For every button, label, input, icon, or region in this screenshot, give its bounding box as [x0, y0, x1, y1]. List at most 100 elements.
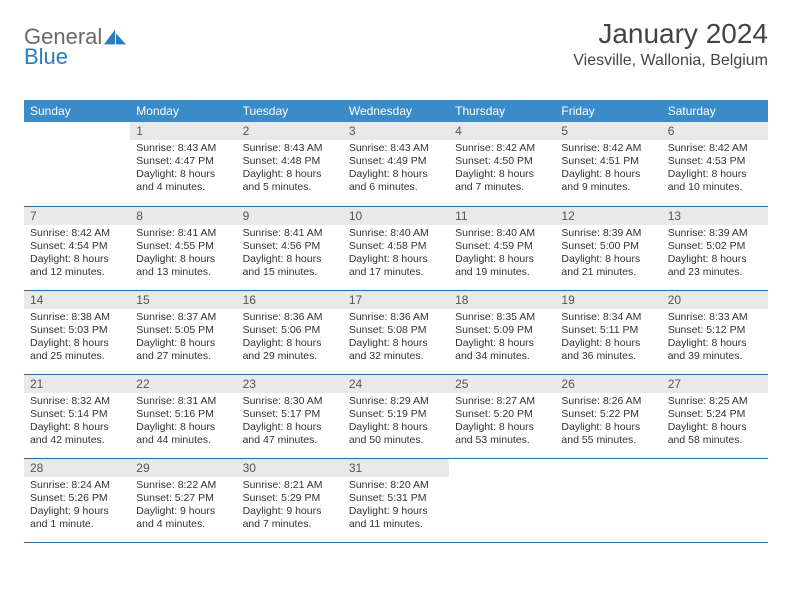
sunrise-text: Sunrise: 8:41 AM: [243, 227, 337, 240]
calendar-week-row: 14Sunrise: 8:38 AMSunset: 5:03 PMDayligh…: [24, 290, 768, 374]
sunset-text: Sunset: 5:00 PM: [561, 240, 655, 253]
day-number: 17: [343, 291, 449, 309]
day-number: 10: [343, 207, 449, 225]
calendar-day-cell: 5 Sunrise: 8:42 AMSunset: 4:51 PMDaylight…: [555, 122, 661, 206]
day-details: Sunrise: 8:42 AMSunset: 4:54 PMDaylight:…: [24, 225, 130, 284]
daylight-text: Daylight: 8 hours: [349, 168, 443, 181]
sunrise-text: Sunrise: 8:43 AM: [243, 142, 337, 155]
daylight-text: and 50 minutes.: [349, 434, 443, 447]
day-number: [662, 459, 768, 477]
calendar-day-cell: 17Sunrise: 8:36 AMSunset: 5:08 PMDayligh…: [343, 290, 449, 374]
sunrise-text: Sunrise: 8:43 AM: [136, 142, 230, 155]
month-title: January 2024: [573, 18, 768, 50]
sunrise-text: Sunrise: 8:42 AM: [455, 142, 549, 155]
day-number: 16: [237, 291, 343, 309]
weekday-header: Monday: [130, 100, 236, 122]
weekday-header: Wednesday: [343, 100, 449, 122]
day-details: Sunrise: 8:40 AMSunset: 4:58 PMDaylight:…: [343, 225, 449, 284]
day-number: [449, 459, 555, 477]
daylight-text: and 42 minutes.: [30, 434, 124, 447]
calendar-day-cell: 12Sunrise: 8:39 AMSunset: 5:00 PMDayligh…: [555, 206, 661, 290]
day-details: Sunrise: 8:43 AMSunset: 4:49 PMDaylight:…: [343, 140, 449, 199]
sunrise-text: Sunrise: 8:37 AM: [136, 311, 230, 324]
calendar-day-cell: 8Sunrise: 8:41 AMSunset: 4:55 PMDaylight…: [130, 206, 236, 290]
day-number: 11: [449, 207, 555, 225]
daylight-text: and 11 minutes.: [349, 518, 443, 531]
sunrise-text: Sunrise: 8:42 AM: [561, 142, 655, 155]
calendar-day-cell: 19Sunrise: 8:34 AMSunset: 5:11 PMDayligh…: [555, 290, 661, 374]
daylight-text: Daylight: 8 hours: [243, 337, 337, 350]
calendar-day-cell: 29Sunrise: 8:22 AMSunset: 5:27 PMDayligh…: [130, 458, 236, 542]
day-details: Sunrise: 8:36 AMSunset: 5:08 PMDaylight:…: [343, 309, 449, 368]
sunset-text: Sunset: 5:09 PM: [455, 324, 549, 337]
calendar-day-cell: 11Sunrise: 8:40 AMSunset: 4:59 PMDayligh…: [449, 206, 555, 290]
calendar-day-cell: 21Sunrise: 8:32 AMSunset: 5:14 PMDayligh…: [24, 374, 130, 458]
day-details: Sunrise: 8:21 AMSunset: 5:29 PMDaylight:…: [237, 477, 343, 536]
daylight-text: Daylight: 9 hours: [136, 505, 230, 518]
calendar-day-cell: 30Sunrise: 8:21 AMSunset: 5:29 PMDayligh…: [237, 458, 343, 542]
sunset-text: Sunset: 5:19 PM: [349, 408, 443, 421]
sunrise-text: Sunrise: 8:43 AM: [349, 142, 443, 155]
day-details: Sunrise: 8:32 AMSunset: 5:14 PMDaylight:…: [24, 393, 130, 452]
weekday-header: Thursday: [449, 100, 555, 122]
daylight-text: and 10 minutes.: [668, 181, 762, 194]
day-details: Sunrise: 8:26 AMSunset: 5:22 PMDaylight:…: [555, 393, 661, 452]
daylight-text: Daylight: 8 hours: [136, 421, 230, 434]
sunset-text: Sunset: 4:51 PM: [561, 155, 655, 168]
day-details: Sunrise: 8:24 AMSunset: 5:26 PMDaylight:…: [24, 477, 130, 536]
daylight-text: and 39 minutes.: [668, 350, 762, 363]
day-number: 5: [555, 122, 661, 140]
calendar-day-cell: 22Sunrise: 8:31 AMSunset: 5:16 PMDayligh…: [130, 374, 236, 458]
daylight-text: Daylight: 8 hours: [668, 337, 762, 350]
sunrise-text: Sunrise: 8:33 AM: [668, 311, 762, 324]
title-block: January 2024 Viesville, Wallonia, Belgiu…: [573, 18, 768, 70]
sunrise-text: Sunrise: 8:26 AM: [561, 395, 655, 408]
sunset-text: Sunset: 5:11 PM: [561, 324, 655, 337]
daylight-text: and 7 minutes.: [243, 518, 337, 531]
day-number: 26: [555, 375, 661, 393]
day-details: Sunrise: 8:20 AMSunset: 5:31 PMDaylight:…: [343, 477, 449, 536]
daylight-text: Daylight: 9 hours: [349, 505, 443, 518]
sunrise-text: Sunrise: 8:35 AM: [455, 311, 549, 324]
daylight-text: and 55 minutes.: [561, 434, 655, 447]
daylight-text: Daylight: 8 hours: [668, 168, 762, 181]
day-details: Sunrise: 8:22 AMSunset: 5:27 PMDaylight:…: [130, 477, 236, 536]
sunset-text: Sunset: 5:06 PM: [243, 324, 337, 337]
sunrise-text: Sunrise: 8:25 AM: [668, 395, 762, 408]
sunset-text: Sunset: 4:50 PM: [455, 155, 549, 168]
day-details: Sunrise: 8:37 AMSunset: 5:05 PMDaylight:…: [130, 309, 236, 368]
day-number: 4: [449, 122, 555, 140]
header: General January 2024 Viesville, Wallonia…: [24, 18, 768, 70]
day-number: 19: [555, 291, 661, 309]
sunset-text: Sunset: 4:48 PM: [243, 155, 337, 168]
day-details: Sunrise: 8:41 AMSunset: 4:56 PMDaylight:…: [237, 225, 343, 284]
daylight-text: Daylight: 8 hours: [455, 253, 549, 266]
daylight-text: Daylight: 8 hours: [349, 253, 443, 266]
daylight-text: and 6 minutes.: [349, 181, 443, 194]
day-details: Sunrise: 8:27 AMSunset: 5:20 PMDaylight:…: [449, 393, 555, 452]
sunrise-text: Sunrise: 8:20 AM: [349, 479, 443, 492]
sunrise-text: Sunrise: 8:40 AM: [349, 227, 443, 240]
day-number: 1: [130, 122, 236, 140]
daylight-text: Daylight: 8 hours: [136, 253, 230, 266]
calendar-day-cell: [449, 458, 555, 542]
day-details: Sunrise: 8:43 AMSunset: 4:48 PMDaylight:…: [237, 140, 343, 199]
daylight-text: and 13 minutes.: [136, 266, 230, 279]
daylight-text: Daylight: 9 hours: [243, 505, 337, 518]
location: Viesville, Wallonia, Belgium: [573, 52, 768, 70]
daylight-text: Daylight: 8 hours: [561, 168, 655, 181]
daylight-text: and 58 minutes.: [668, 434, 762, 447]
day-details: Sunrise: 8:39 AMSunset: 5:02 PMDaylight:…: [662, 225, 768, 284]
calendar-week-row: 1Sunrise: 8:43 AMSunset: 4:47 PMDaylight…: [24, 122, 768, 206]
day-number: 7: [24, 207, 130, 225]
daylight-text: Daylight: 8 hours: [243, 421, 337, 434]
sunrise-text: Sunrise: 8:21 AM: [243, 479, 337, 492]
day-number: 15: [130, 291, 236, 309]
sunset-text: Sunset: 5:20 PM: [455, 408, 549, 421]
daylight-text: Daylight: 8 hours: [455, 168, 549, 181]
day-number: 22: [130, 375, 236, 393]
calendar-day-cell: 24Sunrise: 8:29 AMSunset: 5:19 PMDayligh…: [343, 374, 449, 458]
daylight-text: Daylight: 8 hours: [668, 253, 762, 266]
calendar-day-cell: 20Sunrise: 8:33 AMSunset: 5:12 PMDayligh…: [662, 290, 768, 374]
sunset-text: Sunset: 4:54 PM: [30, 240, 124, 253]
